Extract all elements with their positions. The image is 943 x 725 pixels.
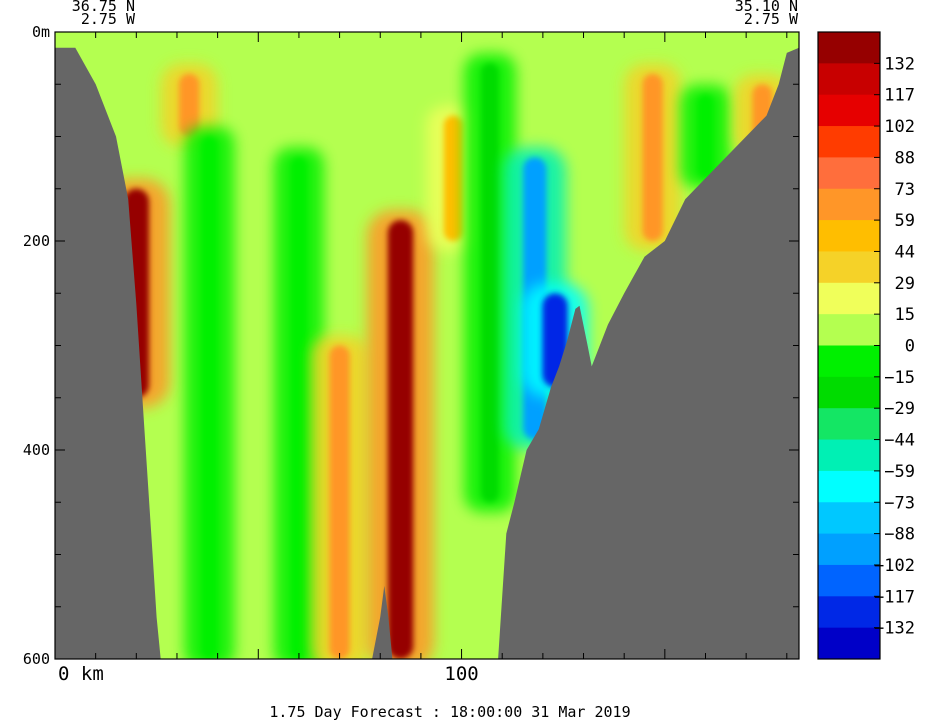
- y-tick-label: 0m: [32, 23, 50, 41]
- colorbar-label: −132: [874, 619, 915, 639]
- start-lat: 36.75 N: [72, 0, 135, 15]
- colorbar-label: −102: [874, 556, 915, 576]
- colorbar-swatch: [818, 157, 880, 190]
- x-axis: 0 km 100: [54, 32, 788, 685]
- colorbar-swatch: [818, 220, 880, 252]
- field-feature: [329, 345, 350, 659]
- colorbar-swatch: [818, 564, 880, 597]
- x-tick-label: 100: [444, 663, 478, 685]
- x-tick-label: 0 km: [58, 663, 104, 685]
- field-feature: [200, 136, 219, 659]
- colorbar-swatch: [818, 32, 880, 64]
- colorbar-swatch: [818, 345, 880, 378]
- colorbar-swatch: [818, 188, 880, 221]
- colorbar-swatch: [818, 533, 880, 566]
- end-lon: 2.75 W: [744, 10, 799, 28]
- field-feature: [387, 220, 414, 659]
- y-tick-label: 400: [23, 441, 50, 459]
- colorbar-label: −73: [884, 493, 915, 513]
- colorbar-label: −117: [874, 587, 915, 607]
- field-feature: [480, 63, 500, 503]
- colorbar-label: 29: [895, 274, 915, 294]
- start-lon: 2.75 W: [81, 10, 136, 28]
- end-lat: 35.10 N: [735, 0, 798, 15]
- colorbar-swatch: [818, 63, 880, 96]
- colorbar-swatch: [818, 439, 880, 472]
- colorbar-swatch: [818, 282, 880, 315]
- seafloor-mask: [55, 47, 799, 659]
- field-feature: [696, 94, 715, 179]
- field-feature: [642, 73, 663, 241]
- colorbar-label: 73: [895, 180, 915, 200]
- colorbar-label: 15: [895, 305, 915, 325]
- colorbar-label: 117: [884, 86, 915, 106]
- field-feature: [443, 115, 463, 241]
- colorbar-label: −29: [884, 399, 915, 419]
- colorbar-swatch: [818, 470, 880, 503]
- colorbar: 132 117 102 88 73 59 44 29 15 0 −15 −29 −44 −59 −73 −88…: [817, 31, 915, 660]
- colorbar-swatch: [818, 376, 880, 409]
- colorbar-swatch: [818, 314, 880, 346]
- colorbar-swatch: [818, 627, 880, 660]
- field-feature: [179, 73, 200, 137]
- colorbar-swatch: [818, 596, 880, 629]
- colorbar-label: 44: [895, 242, 915, 262]
- colorbar-label: 102: [884, 117, 915, 137]
- colorbar-swatch: [818, 502, 880, 535]
- colorbar-label: 88: [895, 148, 915, 168]
- colorbar-swatch: [818, 408, 880, 441]
- y-axis: 0m 200 400 600: [23, 23, 799, 668]
- colorbar-label: −44: [884, 431, 915, 451]
- forecast-caption: 1.75 Day Forecast : 18:00:00 31 Mar 2019: [269, 703, 630, 721]
- colorbar-label: 132: [884, 54, 915, 74]
- colorbar-label: 59: [895, 211, 915, 231]
- colorbar-label: −15: [884, 368, 915, 388]
- y-tick-label: 600: [23, 650, 50, 668]
- colorbar-label: −88: [884, 525, 915, 545]
- colorbar-label: 0: [905, 337, 915, 357]
- colorbar-swatch: [818, 251, 880, 284]
- colorbar-label: −59: [884, 462, 915, 482]
- plot-area: 0m 200 400 600 0 km 100: [23, 23, 800, 685]
- y-tick-label: 200: [23, 232, 50, 250]
- colorbar-swatch: [818, 126, 880, 158]
- field-feature: [290, 157, 308, 659]
- colorbar-swatch: [818, 94, 880, 127]
- field-layer: [102, 53, 791, 659]
